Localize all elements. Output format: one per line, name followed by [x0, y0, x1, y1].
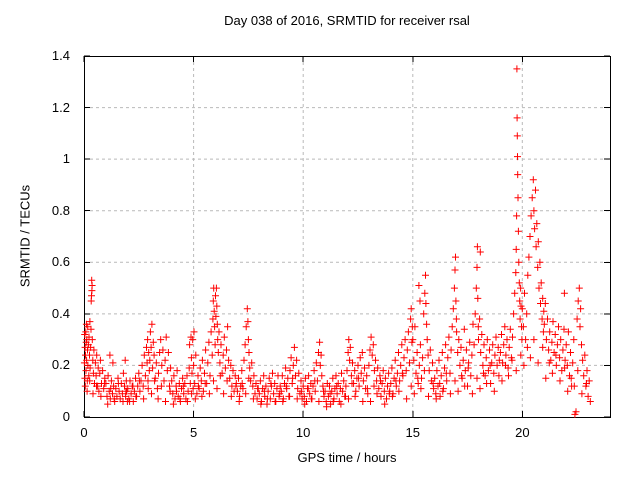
data-points: [80, 65, 594, 418]
x-tick-label: 15: [405, 425, 420, 440]
y-tick-label: 0.4: [51, 305, 70, 321]
y-tick-label: 0.6: [51, 254, 70, 270]
y-tick-label: 1.4: [51, 48, 70, 63]
x-tick-label: 20: [515, 425, 530, 440]
x-tick-label: 10: [295, 425, 311, 440]
plot-frame: [84, 56, 611, 418]
grid-lines: [84, 56, 610, 417]
y-tick-label: 1.2: [51, 99, 70, 115]
x-tick-label: 5: [189, 425, 198, 440]
y-tick-label: 0.8: [51, 202, 70, 218]
y-tick-label: 0.2: [51, 357, 70, 373]
chart-title: Day 038 of 2016, SRMTID for receiver rsa…: [224, 13, 470, 28]
y-axis-label: SRMTID / TECUs: [17, 184, 33, 288]
x-axis-label: GPS time / hours: [297, 450, 397, 465]
y-tick-label: 0: [62, 409, 70, 424]
y-tick-label: 1: [62, 151, 70, 167]
x-tick-label: 0: [80, 425, 88, 440]
